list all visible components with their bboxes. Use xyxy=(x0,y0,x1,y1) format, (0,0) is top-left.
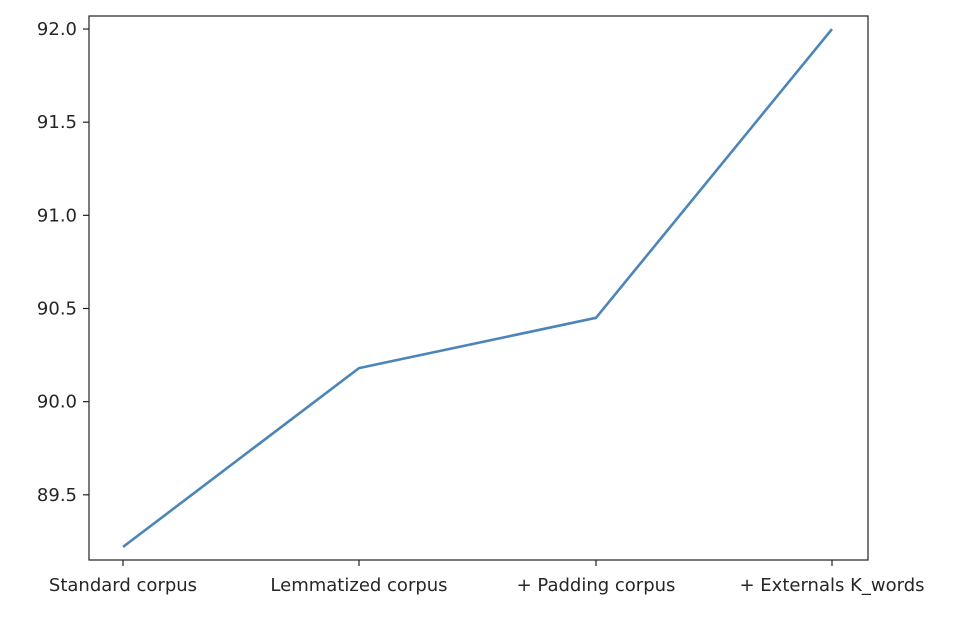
y-tick-label: 92.0 xyxy=(37,19,77,40)
plot-area xyxy=(89,16,868,560)
y-tick-label: 90.5 xyxy=(37,298,77,319)
y-tick-label: 89.5 xyxy=(37,485,77,506)
x-tick-label: + Padding corpus xyxy=(517,575,676,596)
y-axis-ticks: 89.5 90.0 90.5 91.0 91.5 92.0 xyxy=(37,19,89,506)
y-tick-label: 90.0 xyxy=(37,392,77,413)
series-line-0 xyxy=(122,28,834,548)
y-tick-label: 91.0 xyxy=(37,205,77,226)
x-tick-label: Standard corpus xyxy=(49,575,197,596)
plot-frame xyxy=(88,15,869,561)
series-layer xyxy=(122,28,834,548)
x-tick-label: + Externals K_words xyxy=(739,575,924,596)
x-tick-label: Lemmatized corpus xyxy=(270,575,447,596)
y-tick-label: 91.5 xyxy=(37,112,77,133)
x-axis-ticks: Standard corpus Lemmatized corpus + Paddin… xyxy=(49,560,925,596)
